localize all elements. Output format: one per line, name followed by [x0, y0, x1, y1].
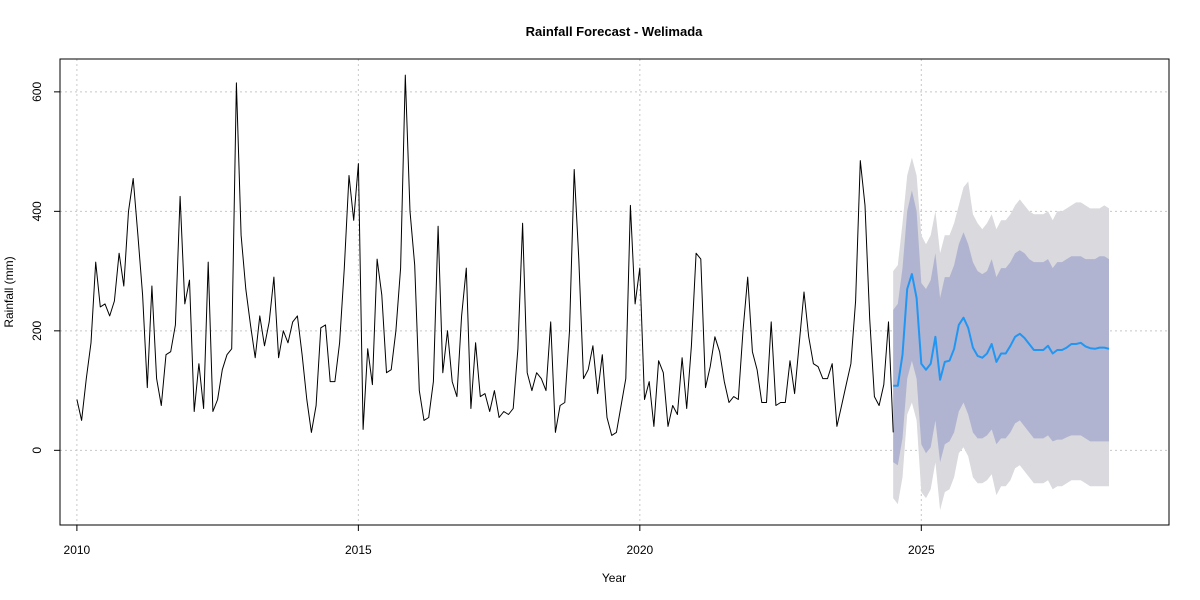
x-tick-label-2025: 2025: [908, 543, 935, 557]
forecast-line: [893, 273, 1110, 387]
y-tick-label-600: 600: [30, 82, 44, 102]
chart-title: Rainfall Forecast - Welimada: [526, 24, 704, 39]
history-line: [76, 74, 894, 436]
y-axis: 0 200 400 600: [30, 82, 60, 454]
y-tick-label-400: 400: [30, 201, 44, 221]
x-axis-label: Year: [602, 571, 626, 585]
prediction-interval-80: [893, 190, 1109, 466]
x-tick-label-2015: 2015: [345, 543, 372, 557]
historical-series: [76, 74, 894, 436]
y-axis-label: Rainfall (mm): [2, 256, 16, 327]
band-80-area: [893, 190, 1109, 466]
y-tick-label-0: 0: [30, 447, 44, 454]
plot-frame: [59, 58, 1170, 526]
x-tick-label-2020: 2020: [626, 543, 653, 557]
y-tick-label-200: 200: [30, 321, 44, 341]
x-axis: 2010 2015 2020 2025: [64, 525, 935, 557]
forecast-series: [893, 273, 1110, 387]
x-tick-label-2010: 2010: [64, 543, 91, 557]
